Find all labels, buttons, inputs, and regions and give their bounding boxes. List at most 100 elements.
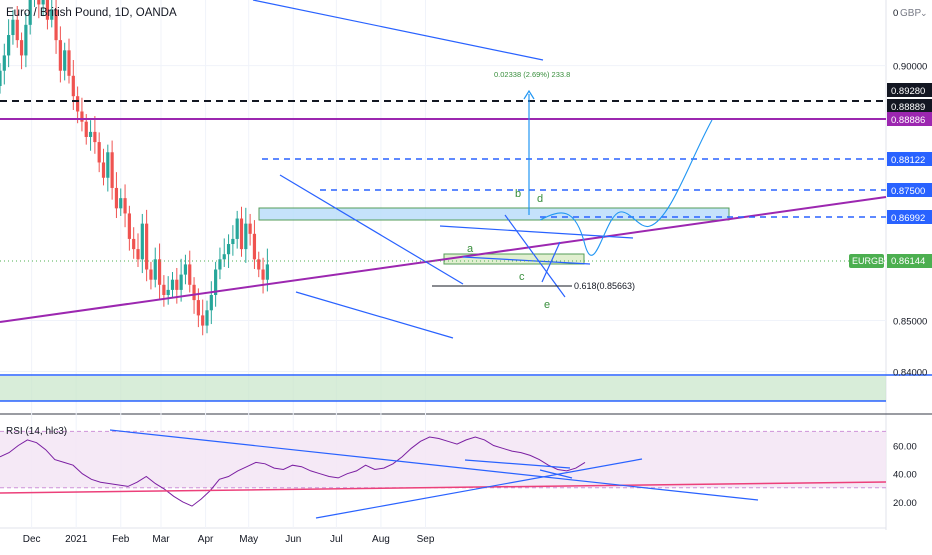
price-label-value: 0.88122 <box>891 155 925 166</box>
candle-body <box>218 259 222 270</box>
time-axis: Dec 2021 Feb Mar Apr May Jun Jul Aug Sep <box>23 534 435 545</box>
purple-trendline[interactable] <box>0 196 887 323</box>
candle-body <box>157 259 162 285</box>
rsi-trend-line[interactable] <box>464 459 571 469</box>
price-label-box <box>887 210 932 224</box>
support-zone <box>0 376 886 401</box>
price-label-box <box>887 183 932 197</box>
candle-body <box>123 198 127 214</box>
time-tick-label: Dec <box>23 534 41 545</box>
wave-label-c: c <box>519 271 525 283</box>
wave-label-d: d <box>537 193 543 205</box>
price-tick-label: 0.90000 <box>893 62 927 73</box>
price-tick-label: 0.85000 <box>893 316 927 327</box>
candle-body <box>153 259 157 280</box>
currency-label[interactable]: GBP <box>900 8 921 19</box>
rsi-trend-line[interactable] <box>539 469 573 479</box>
projection-curve[interactable] <box>539 119 713 256</box>
resistance-box <box>258 207 730 221</box>
candle-body <box>192 284 196 301</box>
rsi-tick-label: 20.00 <box>893 498 917 509</box>
candle-body <box>136 249 140 260</box>
candle-body <box>235 218 239 239</box>
last-price-value: 0.86144 <box>891 256 925 267</box>
time-tick-label: Jul <box>330 534 343 545</box>
trend-line[interactable] <box>504 214 566 298</box>
rsi-line <box>0 436 586 507</box>
candle-body <box>19 40 24 56</box>
candle-body <box>97 142 101 163</box>
candle-body <box>37 0 41 5</box>
candle-body <box>183 264 188 275</box>
candle-body <box>127 213 131 239</box>
candle-body <box>80 111 84 122</box>
wave-label-a: a <box>467 243 474 255</box>
candle-body <box>84 121 88 137</box>
rsi-pink-trendline[interactable] <box>0 481 887 494</box>
trend-line[interactable] <box>295 291 454 339</box>
trend-line[interactable] <box>252 0 544 61</box>
candle-body <box>24 24 28 56</box>
candle-body <box>162 284 166 295</box>
measure-label: 0.02338 (2.69%) 233.8 <box>494 70 570 79</box>
time-tick-label: May <box>239 534 258 545</box>
candle-body <box>15 19 19 41</box>
candles <box>0 0 269 336</box>
candle-body <box>166 289 170 295</box>
measure-arrowhead[interactable] <box>523 89 535 100</box>
candle-body <box>88 131 93 137</box>
price-label-box <box>887 112 932 126</box>
time-tick-label: Apr <box>198 534 214 545</box>
candle-body <box>28 0 32 25</box>
rsi-trend-line[interactable] <box>315 458 643 519</box>
candle-body <box>252 233 257 260</box>
chevron-icon[interactable]: ⌄ <box>920 8 928 18</box>
candle-body <box>11 19 15 36</box>
last-price-box <box>887 254 932 268</box>
candle-body <box>231 238 235 245</box>
candle-body <box>76 96 80 112</box>
trend-line[interactable] <box>462 256 591 265</box>
rsi-tick-label: 40.00 <box>893 470 917 481</box>
price-label-box <box>887 83 932 97</box>
time-tick-label: Aug <box>372 534 390 545</box>
candle-body <box>114 187 119 209</box>
price-label-value: 0.89280 <box>891 86 925 97</box>
wave-label-b: b <box>515 188 521 200</box>
price-scale[interactable] <box>886 0 932 550</box>
candle-body <box>2 55 6 71</box>
candle-body <box>201 315 205 326</box>
candle-body <box>149 269 153 280</box>
trend-line[interactable] <box>541 241 561 283</box>
price-label-box <box>887 152 932 166</box>
candle-body <box>226 244 231 255</box>
rsi-trend-line[interactable] <box>109 429 759 501</box>
candle-body <box>244 223 248 250</box>
candle-body <box>196 300 200 316</box>
drawings[interactable]: 0.02338 (2.69%) 233.8 0.618(0.85663) a b c d e <box>0 0 887 339</box>
candle-body <box>257 259 261 270</box>
price-label-value: 0.88889 <box>891 102 925 113</box>
candle-body <box>93 131 97 143</box>
candle-body <box>239 218 244 250</box>
candle-body <box>188 264 192 285</box>
price-tick-label: 0 <box>893 8 898 19</box>
candle-body <box>101 162 106 178</box>
candle-body <box>205 310 209 326</box>
fib-label: 0.618(0.85663) <box>574 281 635 291</box>
price-label-box <box>887 99 932 113</box>
price-label-value: 0.86992 <box>891 213 925 224</box>
candle-body <box>222 254 226 260</box>
trend-line[interactable] <box>279 174 464 285</box>
candle-body <box>71 75 75 97</box>
candle-body <box>132 238 136 250</box>
rsi-pane: 60.00 40.00 20.00 <box>0 429 917 519</box>
trend-line[interactable] <box>439 225 634 239</box>
rsi-title: RSI (14, hlc3) <box>6 426 67 437</box>
candle-body <box>0 70 2 87</box>
price-label-value: 0.87500 <box>891 186 925 197</box>
candle-body <box>63 50 67 71</box>
time-tick-label: Sep <box>417 534 435 545</box>
